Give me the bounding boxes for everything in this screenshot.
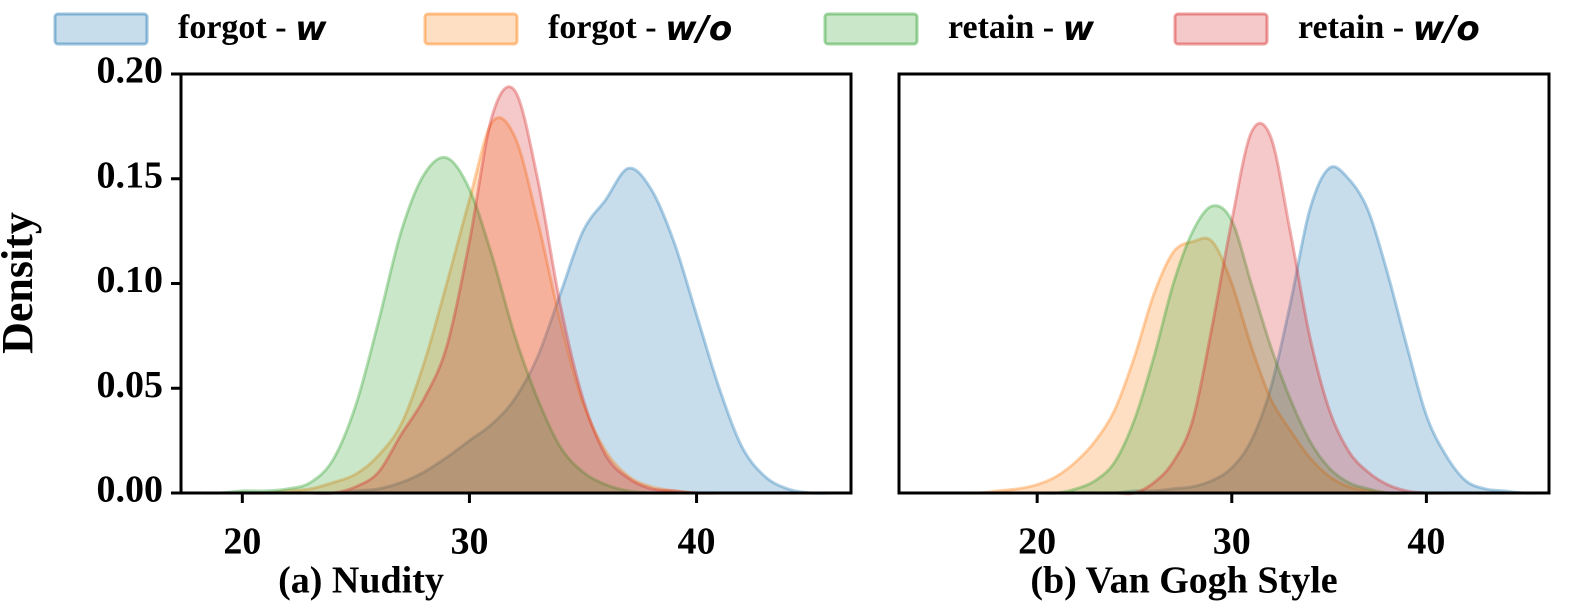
x-tick-label: 30 bbox=[1213, 521, 1251, 563]
x-tick-label: 30 bbox=[450, 521, 488, 563]
y-axis-label: Density bbox=[0, 212, 42, 354]
legend-label: retain - w bbox=[948, 9, 1095, 49]
x-axis-label: (b) Van Gogh Style bbox=[1030, 560, 1337, 602]
y-tick-label: 0.10 bbox=[97, 259, 164, 301]
legend-label: retain - w/o bbox=[1298, 9, 1480, 49]
x-tick-label: 20 bbox=[223, 521, 261, 563]
density-area bbox=[920, 205, 1544, 494]
density-area bbox=[196, 117, 833, 494]
legend-swatch bbox=[53, 12, 149, 46]
y-tick-label: 0.15 bbox=[97, 154, 164, 196]
density-area bbox=[196, 168, 833, 494]
density-area bbox=[196, 157, 833, 494]
density-area bbox=[920, 166, 1544, 494]
y-tick-label: 0.00 bbox=[97, 469, 164, 511]
legend-label: forgot - w bbox=[178, 9, 327, 49]
legend-swatch bbox=[423, 12, 519, 46]
x-tick-label: 40 bbox=[1407, 521, 1445, 563]
x-tick-label: 40 bbox=[678, 521, 716, 563]
legend-label: forgot - w/o bbox=[548, 9, 732, 49]
x-tick-label: 20 bbox=[1018, 521, 1056, 563]
legend-swatch bbox=[823, 12, 919, 46]
density-area bbox=[196, 86, 833, 494]
density-area bbox=[920, 238, 1544, 494]
density-area bbox=[920, 123, 1544, 494]
x-axis-label: (a) Nudity bbox=[278, 560, 444, 602]
y-tick-label: 0.20 bbox=[97, 50, 164, 92]
plot-frame bbox=[897, 72, 1551, 495]
legend-swatch bbox=[1173, 12, 1269, 46]
y-tick-label: 0.05 bbox=[97, 364, 164, 406]
